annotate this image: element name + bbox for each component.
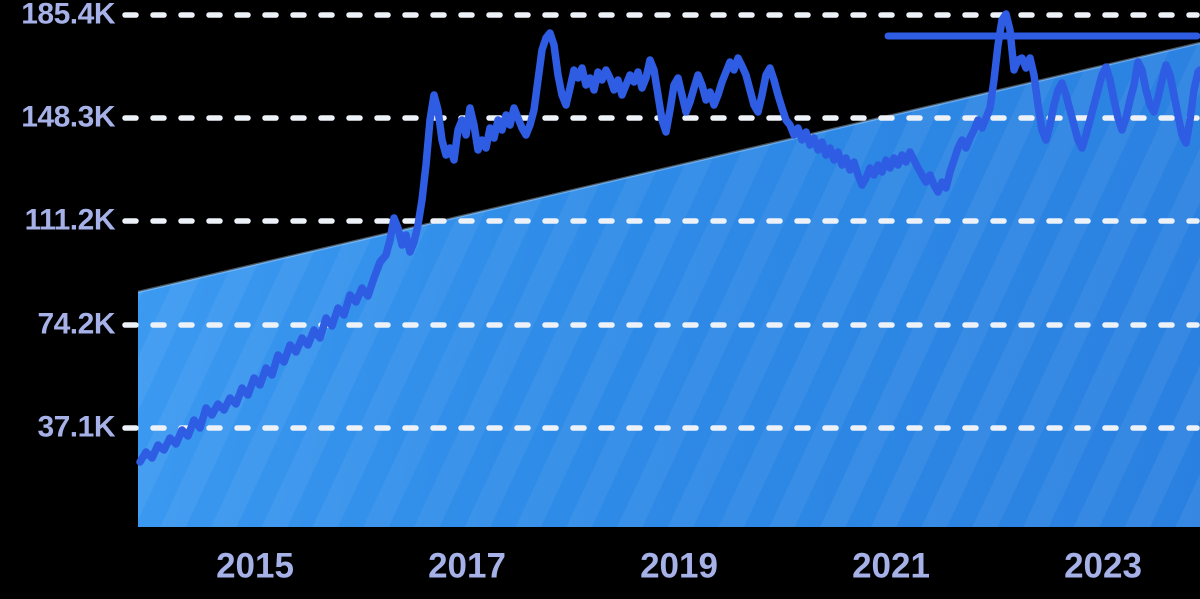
y-tick-label: 74.2K <box>37 307 115 341</box>
trend-line <box>136 10 1200 466</box>
x-tick-label: 2015 <box>216 546 294 586</box>
x-tick-label: 2023 <box>1064 546 1142 586</box>
x-tick-label: 2017 <box>428 546 506 586</box>
y-tick-label: 148.3K <box>21 100 115 134</box>
y-tick-label: 111.2K <box>24 203 116 237</box>
x-tick-label: 2019 <box>640 546 718 586</box>
area-top-edge-highlight <box>137 41 1200 294</box>
y-tick-label: 37.1K <box>37 410 115 444</box>
y-tick-label: 185.4K <box>21 0 115 31</box>
x-tick-label: 2021 <box>852 546 930 586</box>
